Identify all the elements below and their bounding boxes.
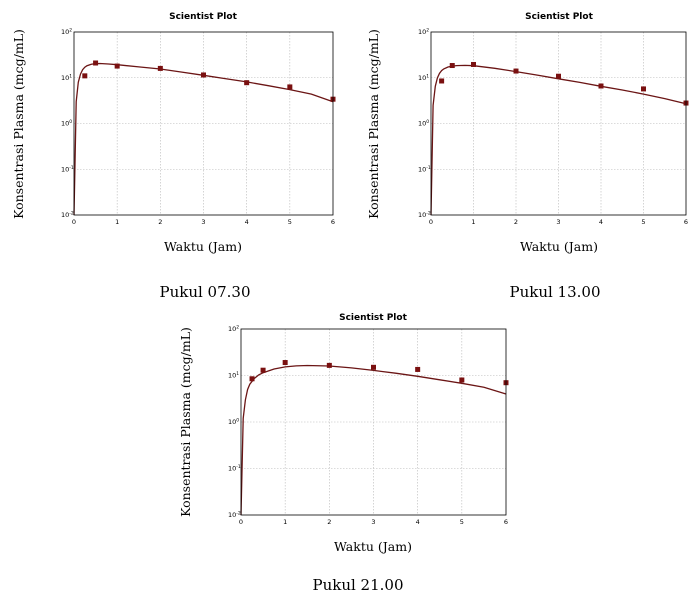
- x-tick-label: 0: [429, 218, 433, 226]
- data-point: [260, 367, 266, 373]
- y-tick-label: 101: [418, 73, 429, 82]
- x-axis-label: Waktu (Jam): [334, 539, 412, 554]
- x-tick-label: 6: [331, 218, 335, 226]
- data-point: [459, 377, 465, 383]
- y-tick-label: 102: [228, 325, 239, 334]
- x-tick-label: 5: [641, 218, 645, 226]
- x-tick-label: 5: [288, 218, 292, 226]
- chart-panel-1: Scientist Plot 0 1 2 3 4 5 6 10-2 10-1 100 101 102…: [11, 12, 336, 301]
- y-tick-label: 10-1: [61, 165, 74, 174]
- chart-caption: Pukul 21.00: [312, 576, 403, 594]
- x-tick-label: 6: [504, 518, 508, 526]
- y-tick-label: 10-2: [61, 211, 74, 220]
- data-point: [114, 63, 120, 69]
- y-tick-labels: 10-2 10-1 100 101 102: [228, 325, 241, 520]
- y-tick-labels: 10-2 10-1 100 101 102: [61, 28, 74, 220]
- x-tick-labels: 0 1 2 3 4 5 6: [239, 518, 508, 526]
- chart-panel-2: Scientist Plot 0 1 2 3 4 5 6 10-2 10-1 100 101 102…: [366, 12, 689, 301]
- plot-frame: [73, 31, 334, 216]
- x-tick-label: 4: [245, 218, 249, 226]
- plot-frame: [240, 328, 507, 516]
- data-point: [201, 72, 206, 78]
- x-tick-label: 2: [158, 218, 162, 226]
- y-tick-label: 101: [61, 73, 72, 82]
- x-tick-label: 1: [283, 518, 287, 526]
- data-point: [471, 61, 476, 67]
- chart-caption: Pukul 07.30: [159, 283, 250, 301]
- x-tick-label: 2: [327, 518, 331, 526]
- data-point: [415, 366, 421, 372]
- data-point: [513, 68, 519, 74]
- x-tick-label: 1: [115, 218, 119, 226]
- x-tick-label: 2: [514, 218, 518, 226]
- fitted-curve-group: [73, 62, 334, 216]
- data-points-group: [82, 60, 336, 102]
- x-axis-label: Waktu (Jam): [520, 239, 598, 254]
- x-tick-label: 0: [239, 518, 243, 526]
- data-point: [556, 73, 561, 79]
- fitted-curve-group: [430, 64, 687, 216]
- chart-title: Scientist Plot: [339, 313, 407, 323]
- plot-frame: [430, 31, 687, 216]
- y-tick-label: 102: [61, 28, 72, 37]
- fitted-curve: [430, 64, 687, 216]
- data-point: [439, 78, 445, 84]
- y-tick-labels: 10-2 10-1 100 101 102: [418, 28, 431, 220]
- data-point: [641, 86, 646, 92]
- x-tick-label: 4: [416, 518, 420, 526]
- data-point: [249, 376, 255, 382]
- y-tick-label: 10-2: [228, 511, 241, 520]
- data-points-group: [249, 360, 509, 386]
- data-point: [157, 65, 163, 71]
- y-tick-label: 100: [61, 119, 72, 128]
- data-points-group: [439, 61, 689, 106]
- chart-title: Scientist Plot: [169, 12, 237, 22]
- chart-panel-3: Scientist Plot 0 1 2 3 4 5 6 10-2 10-1 100 101 102…: [178, 313, 509, 594]
- data-point: [93, 60, 99, 66]
- x-tick-label: 0: [72, 218, 76, 226]
- x-axis-label: Waktu (Jam): [164, 239, 242, 254]
- x-tick-label: 3: [371, 518, 375, 526]
- y-tick-label: 100: [228, 418, 239, 427]
- x-tick-label: 3: [201, 218, 205, 226]
- data-point: [82, 73, 88, 79]
- x-tick-label: 5: [460, 518, 464, 526]
- y-tick-label: 10-1: [228, 464, 241, 473]
- data-point: [282, 360, 288, 366]
- fitted-curve-group: [240, 364, 507, 516]
- grid: [241, 329, 506, 515]
- x-tick-labels: 0 1 2 3 4 5 6: [429, 218, 688, 226]
- data-point: [287, 84, 293, 90]
- y-tick-label: 101: [228, 371, 239, 380]
- x-tick-label: 4: [599, 218, 603, 226]
- chart-title: Scientist Plot: [525, 12, 593, 22]
- fitted-curve: [240, 364, 507, 516]
- y-axis-label: Konsentrasi Plasma (mcg/mL): [11, 29, 26, 219]
- data-point: [598, 83, 604, 89]
- grid: [431, 32, 686, 215]
- y-axis-label: Konsentrasi Plasma (mcg/mL): [366, 29, 381, 219]
- data-point: [326, 362, 332, 368]
- data-point: [244, 80, 250, 86]
- x-tick-label: 1: [471, 218, 475, 226]
- x-tick-label: 6: [684, 218, 688, 226]
- chart-caption: Pukul 13.00: [509, 283, 600, 301]
- data-point: [449, 63, 455, 69]
- fitted-curve: [73, 62, 334, 216]
- y-tick-label: 10-1: [418, 165, 431, 174]
- y-tick-label: 102: [418, 28, 429, 37]
- y-tick-label: 10-2: [418, 211, 431, 220]
- y-tick-label: 100: [418, 119, 429, 128]
- x-tick-labels: 0 1 2 3 4 5 6: [72, 218, 335, 226]
- x-tick-label: 3: [556, 218, 560, 226]
- grid: [74, 32, 333, 215]
- data-point: [371, 364, 376, 370]
- y-axis-label: Konsentrasi Plasma (mcg/mL): [178, 327, 193, 517]
